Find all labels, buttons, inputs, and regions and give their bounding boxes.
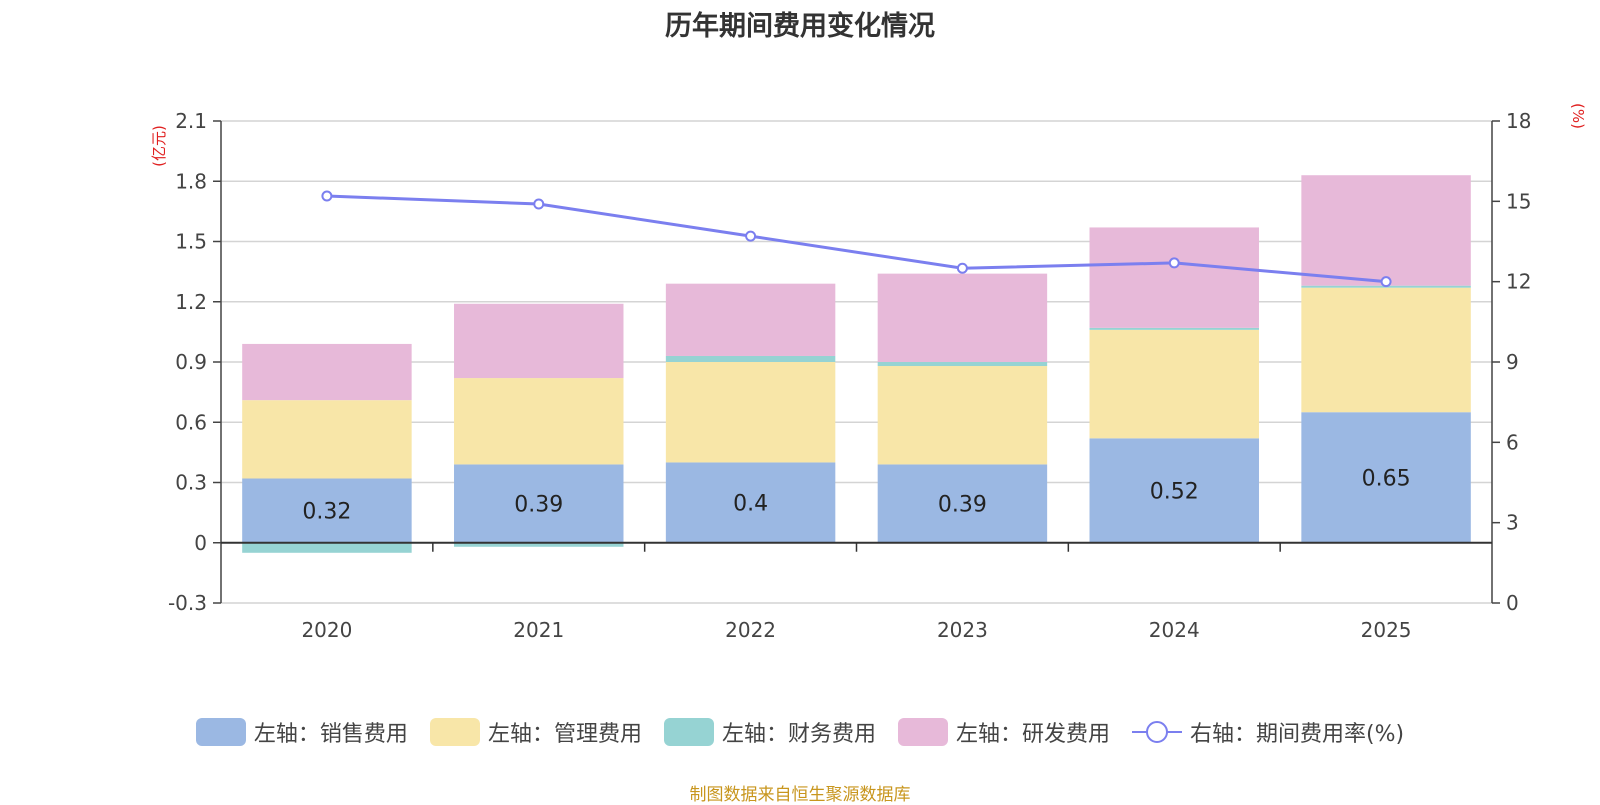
bar	[1089, 329, 1259, 439]
bar-data-label: 0.32	[302, 500, 351, 525]
bar	[242, 400, 412, 479]
left-axis-unit: (亿元)	[150, 125, 168, 167]
bar-data-label: 0.52	[1150, 480, 1199, 505]
legend-label: 左轴：财务费用	[721, 722, 876, 747]
data-labels: 0.32 0.39 0.4 0.39 0.52 0.65	[302, 466, 1410, 524]
bar-data-label: 0.4	[733, 492, 768, 517]
bar	[242, 343, 412, 401]
bar	[665, 362, 836, 463]
legend-label: 左轴：研发费用	[955, 722, 1110, 747]
x-axis-tick-label: 2023	[937, 618, 988, 642]
right-axis-tick-label: 15	[1506, 189, 1531, 213]
rate-point	[1168, 257, 1180, 269]
chart-title: 历年期间费用变化情况	[665, 11, 935, 42]
legend-swatch	[897, 718, 948, 746]
right-axis-tick-label: 9	[1506, 350, 1519, 374]
left-axis-tick-label: 1.5	[175, 230, 207, 254]
rate-line-series	[321, 190, 1392, 288]
left-axis-tick-label: 1.2	[175, 290, 207, 314]
bar-data-label: 0.65	[1362, 466, 1411, 491]
bar	[1089, 327, 1259, 330]
bar-data-label: 0.39	[938, 493, 987, 518]
bar	[454, 464, 624, 543]
bar	[665, 355, 836, 362]
bar	[1301, 175, 1471, 286]
left-axis-tick-label: 1.8	[175, 169, 207, 193]
x-axis-tick-label: 2025	[1361, 618, 1412, 642]
right-axis-unit: (%)	[1569, 103, 1587, 129]
bar	[454, 542, 624, 547]
legend: 左轴：销售费用 左轴：管理费用 左轴：财务费用 左轴：研发费用 右轴：期间费用率(%)	[0, 716, 1600, 748]
right-axis-tick-label: 3	[1506, 511, 1519, 535]
left-axis-tick-label: 0	[194, 531, 207, 555]
chart-svg: -0.3 0 0.3 0.6 0.9 1.2 1.5 1.8 2.1 0 3 6 9 12 15 18 2020…	[150, 103, 1587, 642]
left-axis-tick-label: 0.6	[175, 410, 207, 434]
bar-data-label: 0.39	[514, 493, 563, 518]
legend-label: 左轴：管理费用	[487, 722, 642, 747]
bar	[665, 462, 836, 543]
bar	[665, 283, 836, 356]
bar	[877, 366, 1048, 465]
bar	[1089, 227, 1259, 328]
right-axis-tick-label: 6	[1506, 430, 1519, 454]
legend-swatch	[429, 718, 480, 746]
x-axis-tick-label: 2021	[513, 618, 564, 642]
rate-point	[321, 190, 333, 202]
bar	[242, 542, 412, 553]
x-axis-tick-label: 2020	[301, 618, 352, 642]
axes: -0.3 0 0.3 0.6 0.9 1.2 1.5 1.8 2.1 0 3 6 9 12 15 18 2020…	[168, 109, 1531, 642]
legend-item[interactable]: 左轴：研发费用	[897, 716, 1110, 748]
bar	[242, 478, 412, 543]
legend-circle	[1145, 721, 1168, 743]
grid-lines	[221, 120, 1492, 604]
rate-line	[326, 194, 1387, 284]
bar	[1301, 412, 1471, 543]
bar	[877, 273, 1048, 362]
legend-item[interactable]: 左轴：财务费用	[663, 716, 876, 748]
legend-item[interactable]: 左轴：管理费用	[429, 716, 642, 748]
left-axis-tick-label: 0.9	[175, 350, 207, 374]
left-axis-tick-label: 2.1	[175, 109, 207, 133]
right-axis-tick-label: 12	[1506, 270, 1531, 294]
left-axis-tick-label: -0.3	[168, 591, 207, 615]
legend-label: 左轴：销售费用	[253, 722, 408, 747]
bar-series	[242, 175, 1471, 553]
legend-label: 右轴：期间费用率(%)	[1189, 722, 1405, 747]
legend-item[interactable]: 右轴：期间费用率(%)	[1131, 716, 1405, 748]
source-note: 制图数据来自恒生聚源数据库	[689, 785, 911, 805]
x-axis-tick-label: 2024	[1149, 618, 1200, 642]
rate-point	[1380, 276, 1392, 288]
rate-point	[533, 198, 545, 210]
legend-line-marker	[1131, 721, 1182, 743]
rate-point	[956, 262, 968, 274]
right-axis-tick-label: 0	[1506, 591, 1519, 615]
right-axis-tick-label: 18	[1506, 109, 1531, 133]
left-axis-tick-label: 0.3	[175, 471, 207, 495]
legend-swatch	[663, 718, 714, 746]
bar	[1089, 438, 1259, 543]
bar	[877, 464, 1048, 543]
rate-point	[745, 230, 757, 242]
bar	[1301, 287, 1471, 413]
bar	[454, 378, 624, 465]
bar	[454, 303, 624, 379]
legend-swatch	[195, 718, 246, 746]
legend-item[interactable]: 左轴：销售费用	[195, 716, 408, 748]
x-axis-tick-label: 2022	[725, 618, 776, 642]
bar	[877, 362, 1048, 367]
